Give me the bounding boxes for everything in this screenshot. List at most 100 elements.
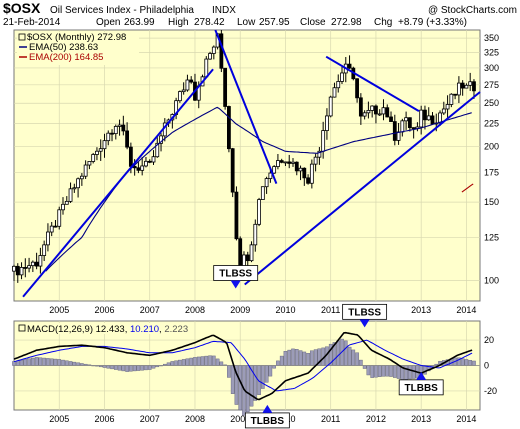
candle-body xyxy=(294,161,299,172)
candle-body xyxy=(238,238,243,268)
price-y-tick-150: 150 xyxy=(484,197,499,207)
price-x-tick-2010: 2010 xyxy=(275,305,295,315)
price-x-tick-2005: 2005 xyxy=(49,305,69,315)
candle-body xyxy=(68,188,73,202)
price-y-tick-200: 200 xyxy=(484,141,499,151)
macd-x-tick-2005: 2005 xyxy=(49,414,69,424)
histogram-bar xyxy=(366,365,371,376)
candle-body xyxy=(400,120,405,133)
candle-body xyxy=(374,105,378,115)
histogram-bar xyxy=(181,359,186,366)
price-x-tick-2009: 2009 xyxy=(230,305,250,315)
histogram-bar xyxy=(253,365,258,401)
histogram-bar xyxy=(359,359,363,366)
histogram-bar xyxy=(12,361,16,366)
candle-body xyxy=(23,267,28,269)
histogram-bar xyxy=(42,357,46,366)
candle-body xyxy=(227,106,231,150)
histogram-bar xyxy=(423,365,427,375)
macd-legend-signal: 10.210 xyxy=(130,324,159,335)
histogram-bar xyxy=(49,358,54,366)
candle-body xyxy=(309,163,314,184)
histogram-bar xyxy=(140,365,144,371)
price-overlays xyxy=(22,29,481,298)
open-value: 263.99 xyxy=(124,17,155,28)
candle-body xyxy=(306,177,310,184)
histogram-bar xyxy=(23,359,28,366)
histogram-bar xyxy=(283,351,288,366)
candle-body xyxy=(381,107,386,115)
candle-body xyxy=(468,81,473,86)
histogram-bar xyxy=(136,365,141,371)
candle-body xyxy=(128,146,133,167)
histogram-bar xyxy=(245,365,250,413)
histogram-bar xyxy=(196,356,201,366)
open-label: Open xyxy=(96,17,120,28)
candle-body xyxy=(83,164,88,177)
histogram-bar xyxy=(204,355,209,366)
macd-legend-marker xyxy=(18,324,26,332)
candle-body xyxy=(453,93,458,96)
legend-ema50: EMA(50) 238.63 xyxy=(29,42,98,53)
candle-body xyxy=(185,79,190,91)
histogram-bar xyxy=(31,357,35,366)
candle-body xyxy=(136,167,141,171)
candle-body xyxy=(264,178,269,188)
candle-body xyxy=(181,89,186,93)
candle-body xyxy=(72,187,77,190)
candle-body xyxy=(64,200,69,205)
histogram-bar xyxy=(34,357,39,366)
histogram-bar xyxy=(27,358,31,366)
chart-exchange: INDX xyxy=(212,5,236,16)
candle-body xyxy=(472,81,476,92)
high-value: 278.42 xyxy=(194,17,225,28)
histogram-bar xyxy=(106,365,111,369)
price-y-tick-275: 275 xyxy=(484,80,499,90)
candle-body xyxy=(317,150,322,158)
candle-body xyxy=(328,96,333,117)
histogram-bar xyxy=(313,349,318,366)
histogram-bar xyxy=(144,365,148,371)
candle-body xyxy=(313,156,318,165)
candle-body xyxy=(219,33,224,69)
histogram-bar xyxy=(72,361,77,366)
histogram-bar xyxy=(166,362,171,366)
candle-body xyxy=(230,148,235,193)
histogram-bar xyxy=(310,350,314,366)
chart-name: Oil Services Index - Philadelphia xyxy=(50,5,194,16)
macd-x-tick-2007: 2007 xyxy=(140,414,160,424)
candle-body xyxy=(12,265,16,272)
candle-body xyxy=(438,112,442,124)
ema200-line xyxy=(461,183,474,193)
price-y-tick-325: 325 xyxy=(484,47,499,57)
candle-body xyxy=(332,87,337,98)
annotation-arrow xyxy=(416,371,427,380)
histogram-bar xyxy=(113,365,118,370)
candle-body xyxy=(42,244,47,256)
histogram-bar xyxy=(46,358,50,366)
histogram-bar xyxy=(189,357,194,366)
histogram-bar xyxy=(125,365,129,372)
price-candles xyxy=(12,30,476,283)
candle-body xyxy=(234,191,239,240)
annotation-2: TLBSS xyxy=(342,303,388,328)
chart-symbol: $OSX xyxy=(3,0,41,16)
candle-body xyxy=(430,115,435,125)
annotation-3: TLBBS xyxy=(244,404,290,429)
candle-body xyxy=(272,166,277,174)
histogram-bar xyxy=(230,365,235,394)
histogram-bar xyxy=(396,365,401,379)
histogram-bar xyxy=(151,365,156,369)
candle-body xyxy=(362,112,367,117)
candle-body xyxy=(15,265,20,276)
histogram-bar xyxy=(351,349,356,366)
histogram-bar xyxy=(355,352,359,366)
macd-lines xyxy=(13,331,473,401)
annotation-4: TLBBS xyxy=(398,371,444,396)
high-label: High xyxy=(168,17,189,28)
macd-histogram xyxy=(12,338,480,416)
candle-body xyxy=(147,160,152,163)
candle-body xyxy=(61,203,65,211)
candle-body xyxy=(279,160,284,163)
histogram-bar xyxy=(178,359,182,366)
